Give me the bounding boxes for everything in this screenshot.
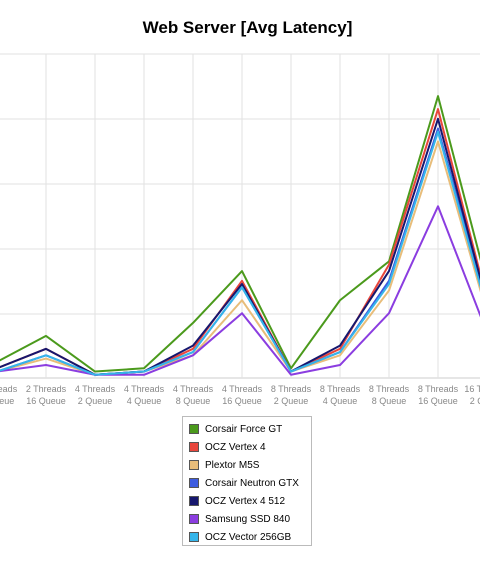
x-tick-label: 8 Threads — [271, 384, 312, 394]
x-tick-label: 16 Threads — [464, 384, 480, 394]
series-line-ocz-vertex-4-512 — [0, 117, 480, 376]
x-tick-label: 8 Threads — [418, 384, 459, 394]
series-line-corsair-force-gt — [0, 95, 480, 373]
series-line-ocz-vertex-4 — [0, 108, 480, 376]
legend-swatch — [189, 514, 199, 524]
legend-label: Corsair Force GT — [205, 423, 283, 435]
legend-label: Corsair Neutron GTX — [205, 477, 299, 489]
legend-swatch — [189, 478, 199, 488]
series-line-corsair-neutron-gtx — [0, 127, 480, 376]
x-tick-label: 16 Queue — [26, 396, 66, 406]
legend-item[interactable]: OCZ Vertex 4 512 — [189, 494, 285, 508]
x-tick-label: 4 Threads — [124, 384, 165, 394]
legend-label: OCZ Vertex 4 — [205, 441, 266, 453]
legend-label: Plextor M5S — [205, 459, 260, 471]
legend-label: OCZ Vector 256GB — [205, 531, 292, 543]
legend-item[interactable]: Plextor M5S — [189, 458, 259, 472]
x-tick-label: 4 Threads — [173, 384, 214, 394]
chart-title: Web Server [Avg Latency] — [142, 18, 353, 37]
x-tick-labels: 1 Threads 1 Queue 2 Threads 16 Queue 4 Threa… — [0, 384, 480, 406]
legend-swatch — [189, 460, 199, 470]
x-tick-label: 4 Queue — [323, 396, 358, 406]
series-line-ocz-vector-256gb — [0, 130, 480, 376]
legend-label: Samsung SSD 840 — [205, 513, 291, 525]
x-tick-label: 8 Queue — [372, 396, 407, 406]
x-tick-label: 8 Threads — [320, 384, 361, 394]
x-tick-label: 8 Queue — [176, 396, 211, 406]
legend-label: OCZ Vertex 4 512 — [205, 495, 286, 507]
x-tick-label: 4 Queue — [127, 396, 162, 406]
series-lines — [0, 95, 480, 376]
x-tick-label: 2 Queue — [470, 396, 480, 406]
x-tick-label: 16 Queue — [222, 396, 262, 406]
legend-swatch — [189, 496, 199, 506]
legend-swatch — [189, 424, 199, 434]
legend: Corsair Force GT OCZ Vertex 4 Plextor M5S C… — [182, 416, 312, 546]
grid-lines — [0, 53, 480, 379]
legend-item[interactable]: OCZ Vertex 4 — [189, 440, 266, 454]
x-tick-label: 8 Threads — [369, 384, 410, 394]
x-tick-label: 16 Queue — [418, 396, 458, 406]
legend-item[interactable]: OCZ Vector 256GB — [189, 530, 291, 544]
series-line-samsung-ssd-840 — [0, 205, 480, 376]
legend-item[interactable]: Corsair Neutron GTX — [189, 476, 299, 490]
legend-swatch — [189, 532, 199, 542]
x-tick-label: 4 Threads — [75, 384, 116, 394]
legend-swatch — [189, 442, 199, 452]
legend-item[interactable]: Samsung SSD 840 — [189, 512, 290, 526]
series-line-plextor-m5s — [0, 140, 480, 376]
x-tick-label: 1 Queue — [0, 396, 14, 406]
x-tick-label: 2 Queue — [78, 396, 113, 406]
legend-item[interactable]: Corsair Force GT — [189, 422, 282, 436]
x-tick-label: 1 Threads — [0, 384, 18, 394]
x-tick-label: 4 Threads — [222, 384, 263, 394]
x-tick-label: 2 Threads — [26, 384, 67, 394]
x-tick-label: 2 Queue — [274, 396, 309, 406]
line-chart: 1 Threads 1 Queue 2 Threads 16 Queue 4 Threa… — [0, 53, 480, 406]
